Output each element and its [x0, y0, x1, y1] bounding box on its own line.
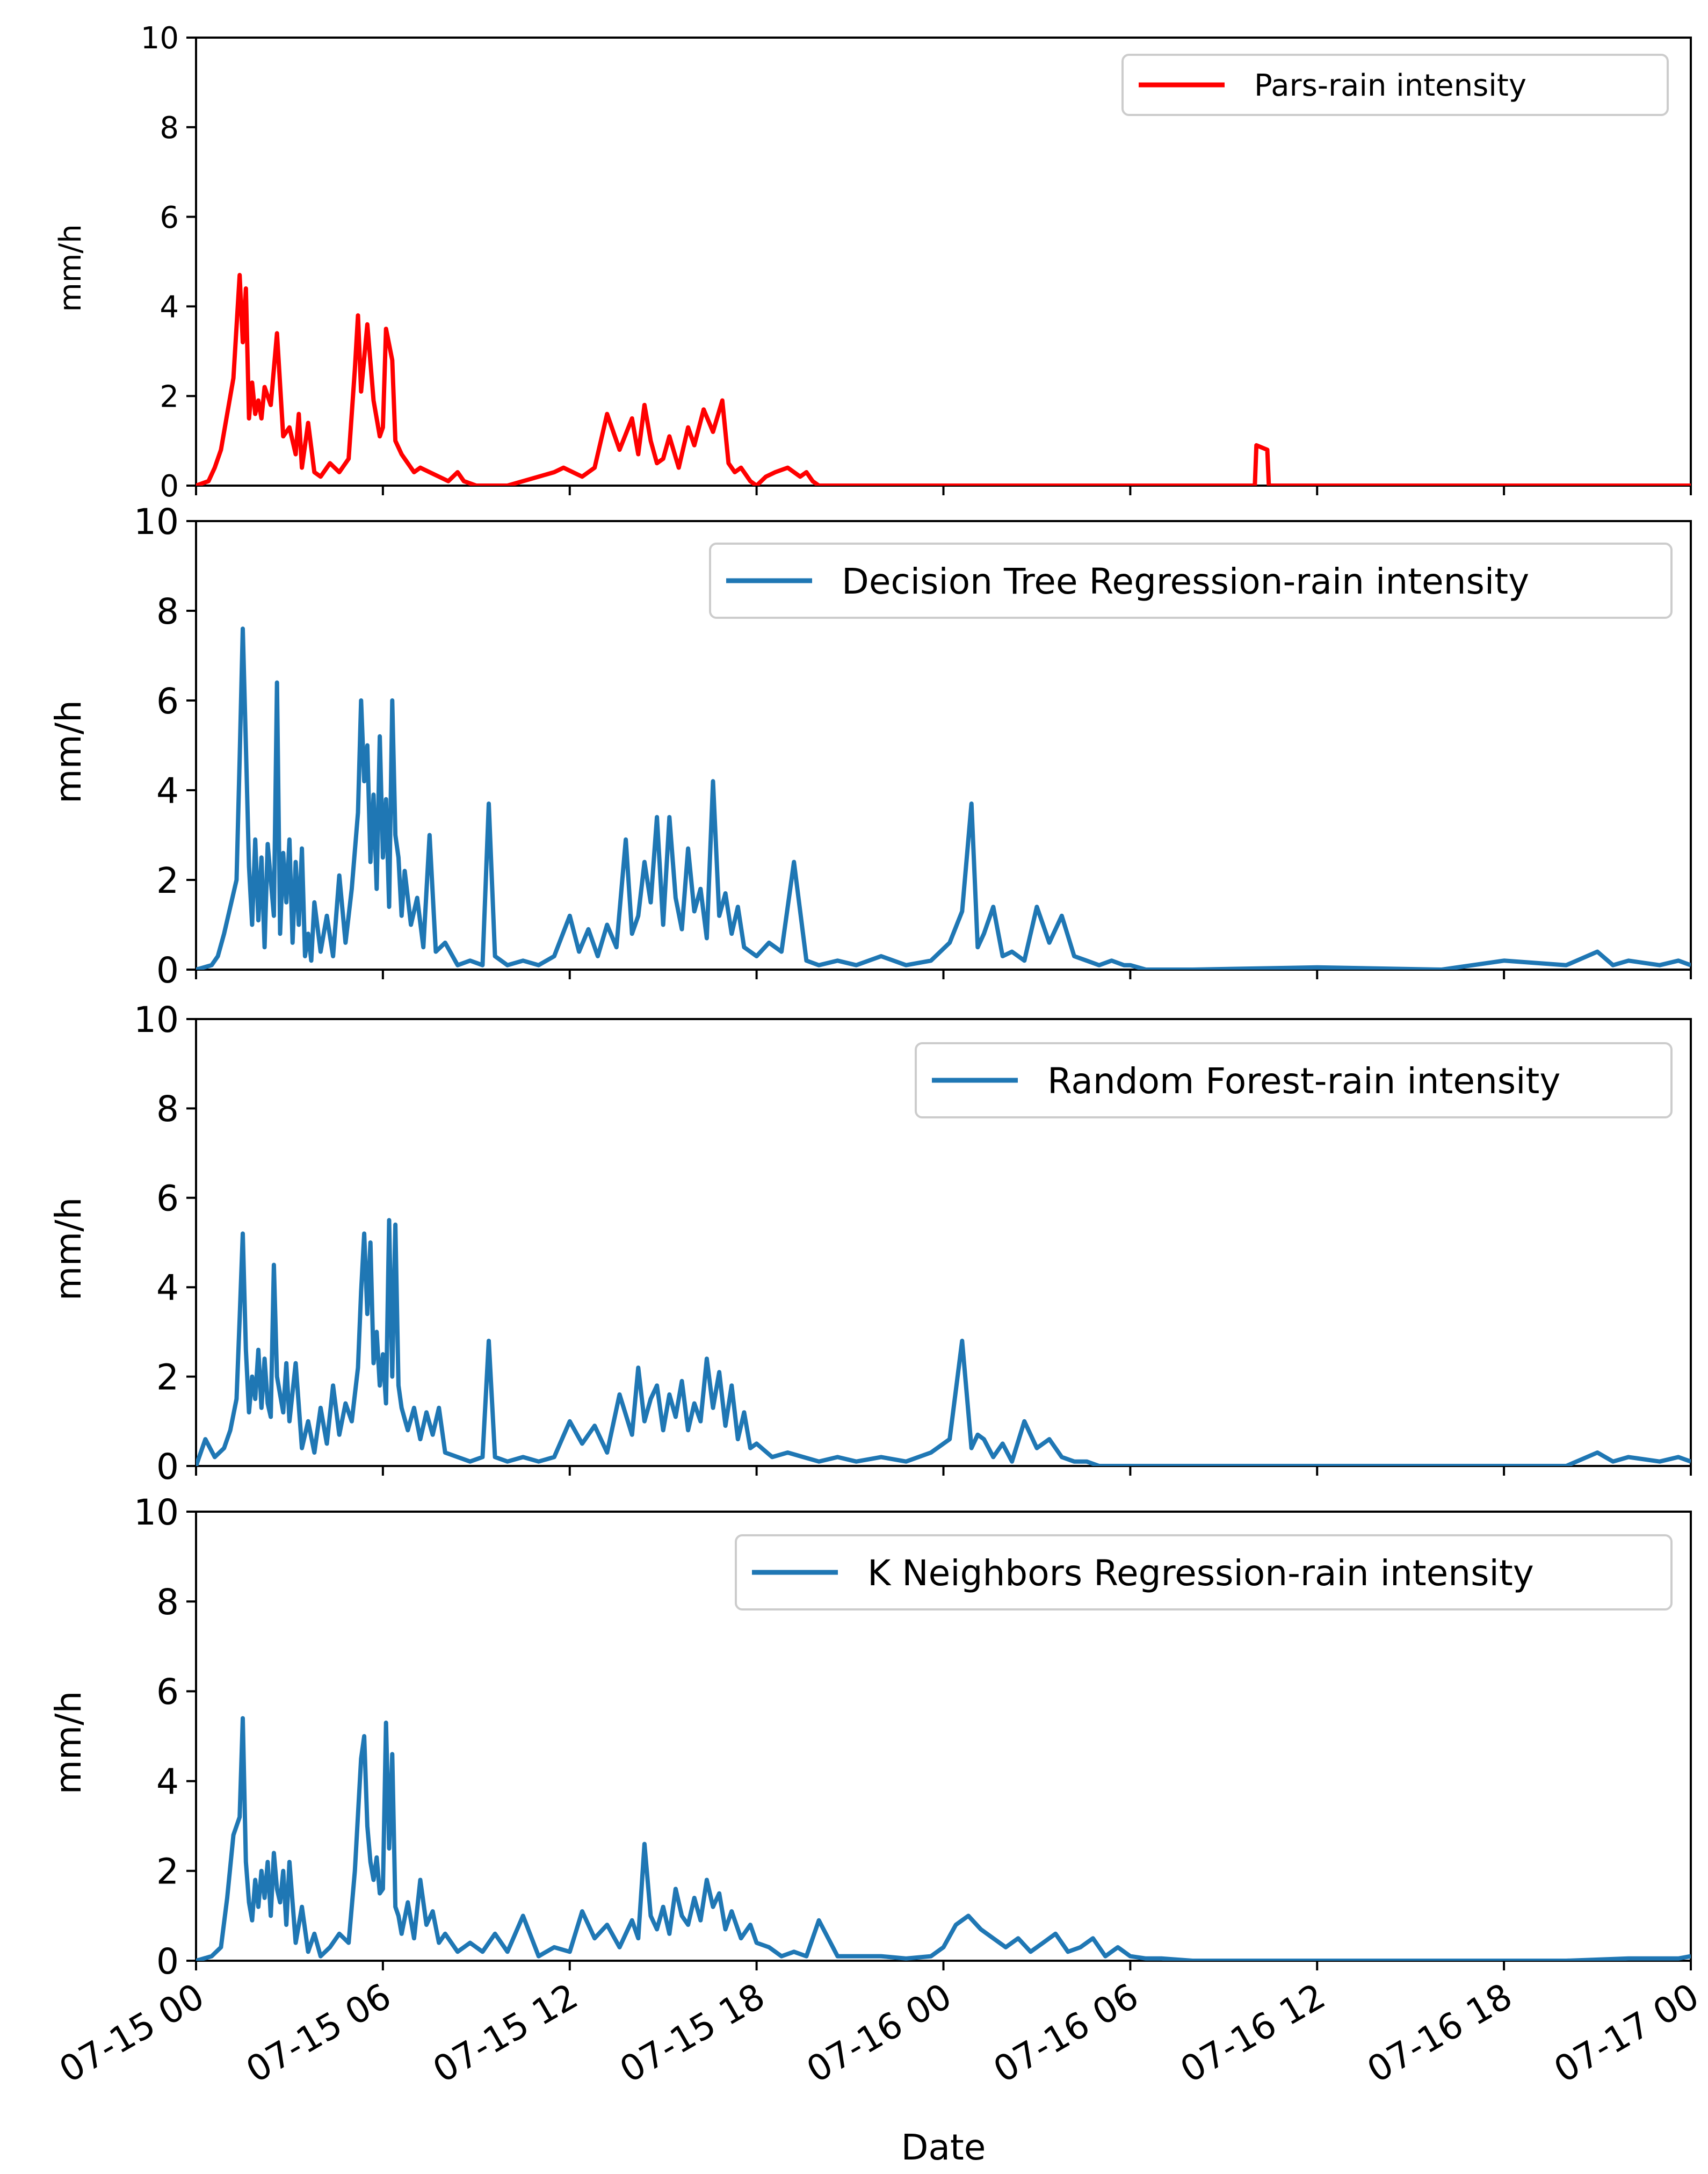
y-tick-label: 4 — [156, 770, 179, 812]
y-tick-label: 2 — [156, 1356, 179, 1398]
legend-entry: K Neighbors Regression-rain intensity — [867, 1552, 1534, 1594]
legend-box — [735, 1534, 1673, 1610]
legend-box — [915, 1042, 1673, 1118]
y-tick-label: 6 — [156, 681, 179, 722]
y-tick-label: 6 — [160, 200, 179, 235]
legend-entry: Pars-rain intensity — [1254, 68, 1526, 103]
y-tick-label: 2 — [156, 860, 179, 901]
y-tick-label: 10 — [141, 21, 179, 56]
x-axis-label: Date — [901, 2127, 986, 2168]
subplot-3: 0 2 4 6 8 10 mm/h Random Forest-rain intensity — [48, 999, 1692, 1487]
legend-entry: Decision Tree Regression-rain intensity — [842, 561, 1529, 602]
legend-box — [1121, 54, 1669, 116]
series-line-3 — [196, 1218, 1691, 1466]
y-tick-label: 0 — [160, 469, 179, 504]
x-tick-label: 07-17 00 — [1547, 1975, 1706, 2091]
legend-entry: Random Forest-rain intensity — [1047, 1060, 1560, 1102]
y-tick-label: 0 — [156, 1941, 179, 1982]
x-tick-label: 07-16 18 — [1360, 1975, 1519, 2091]
subplot-2: 0 2 4 6 8 10 mm/h Decision Tree Regression-rain… — [48, 501, 1692, 991]
y-tick-label: 6 — [156, 1178, 179, 1219]
y-tick-label: 10 — [134, 1492, 179, 1533]
y-axis-label: mm/h — [53, 224, 88, 312]
x-tick-label: 07-16 06 — [987, 1975, 1145, 2091]
y-axis-label: mm/h — [48, 700, 89, 804]
y-tick-label: 0 — [156, 1446, 179, 1487]
y-tick-label: 8 — [156, 591, 179, 632]
y-tick-label: 6 — [156, 1671, 179, 1713]
y-tick-label: 10 — [134, 501, 179, 543]
x-tick-label: 07-16 00 — [800, 1975, 958, 2091]
y-axis-label: mm/h — [48, 1691, 89, 1795]
legend-box — [709, 543, 1673, 619]
y-tick-label: 2 — [160, 379, 179, 414]
series-line-4 — [196, 1716, 1691, 1961]
x-tick-label: 07-15 00 — [53, 1975, 211, 2091]
y-tick-label: 4 — [160, 290, 179, 325]
y-tick-label: 10 — [134, 999, 179, 1041]
y-tick-label: 4 — [156, 1761, 179, 1802]
series-line-2 — [196, 626, 1691, 970]
y-tick-label: 0 — [156, 950, 179, 991]
y-axis-label: mm/h — [48, 1197, 89, 1301]
x-tick-label: 07-15 12 — [426, 1975, 584, 2091]
subplot-4: 0 2 4 6 8 10 mm/h K Neighbors Regression-rain i… — [48, 1492, 1706, 2168]
y-tick-label: 2 — [156, 1851, 179, 1893]
subplot-1: 0 2 4 6 8 10 mm/h Pars-rain intensity — [53, 21, 1692, 504]
x-tick-label: 07-15 06 — [239, 1975, 397, 2091]
x-tick-label: 07-16 12 — [1174, 1975, 1332, 2091]
y-tick-label: 4 — [156, 1267, 179, 1309]
series-line-1 — [196, 273, 1691, 486]
x-tick-label: 07-15 18 — [613, 1975, 771, 2091]
y-tick-label: 8 — [156, 1581, 179, 1623]
y-tick-label: 8 — [156, 1088, 179, 1130]
y-tick-label: 8 — [160, 111, 179, 146]
